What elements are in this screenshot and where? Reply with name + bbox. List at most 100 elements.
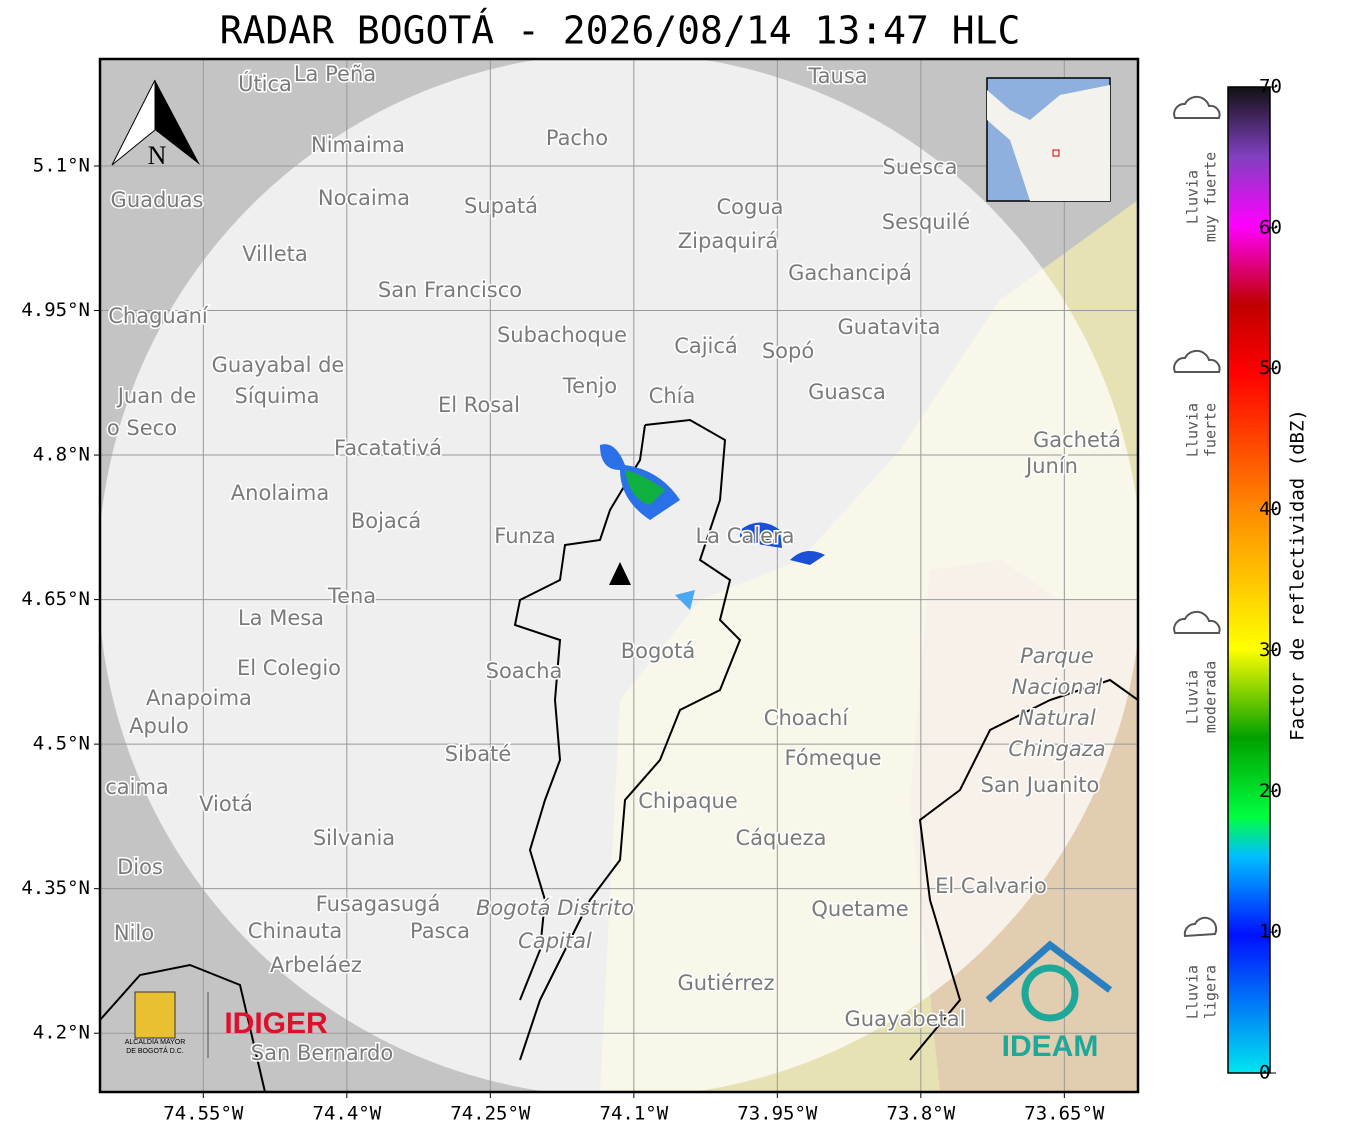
place-label: Zipaquirá: [678, 229, 778, 253]
place-label: Gachetá: [1033, 428, 1121, 452]
place-label: Cogua: [716, 195, 783, 219]
place-label: La Peña: [294, 62, 376, 86]
place-label: Fusagasugá: [316, 892, 441, 916]
place-label: Pasca: [410, 919, 470, 943]
place-label: Fómeque: [784, 746, 881, 770]
y-tick-label: 5.1°N: [33, 154, 90, 176]
ideam-logo: IDEAM: [1002, 1030, 1099, 1063]
alcaldia-shield: [134, 991, 176, 1039]
x-tick-label: 74.25°W: [450, 1103, 531, 1125]
colorbar: [1227, 86, 1271, 1074]
district-label: Bogotá Distrito: [476, 896, 634, 920]
title: RADAR BOGOTÁ - 2026/08/14 13:47 HLC: [220, 9, 1021, 53]
inset-marker: [1052, 149, 1060, 157]
place-label: Choachí: [764, 706, 850, 730]
radar-echo: [675, 590, 695, 610]
boundary: [519, 418, 742, 1061]
place-label: Sopó: [762, 339, 814, 363]
colorbar-tick-label: 50: [1259, 357, 1282, 379]
place-label: Tausa: [807, 64, 867, 88]
place-label: Suesca: [883, 155, 958, 179]
north-label: N: [148, 141, 167, 170]
colorbar-tick-label: 0: [1259, 1062, 1270, 1084]
park-label: Natural: [1018, 706, 1096, 730]
alcaldia-text: ALCALDÍA MAYOR: [125, 1037, 186, 1046]
place-label: Dios: [117, 855, 163, 879]
place-label: Sibaté: [445, 742, 512, 766]
place-label: o Seco: [107, 416, 177, 440]
rain-icon: [1173, 610, 1221, 634]
place-label: Chinauta: [248, 919, 342, 943]
park-label: Chingaza: [1008, 737, 1105, 761]
place-label: Chaguaní: [108, 304, 209, 328]
rain-icon: [1173, 349, 1221, 373]
place-label: La Mesa: [238, 606, 324, 630]
place-label: San Bernardo: [251, 1041, 393, 1065]
colorbar-tick-label: 60: [1259, 216, 1282, 238]
place-label: Guatavita: [838, 315, 941, 339]
rain-icon: [1183, 916, 1218, 938]
place-label: Cáqueza: [736, 826, 827, 850]
radar-echo: [625, 470, 665, 505]
y-tick-label: 4.65°N: [21, 588, 90, 610]
place-label: Supatá: [464, 194, 538, 218]
place-label: Apulo: [129, 714, 189, 738]
place-label: Anolaima: [231, 481, 329, 505]
x-tick-label: 73.95°W: [737, 1103, 818, 1125]
colorbar-tick-label: 40: [1259, 498, 1282, 520]
ideam-swirl: [1021, 964, 1079, 1022]
y-tick-label: 4.8°N: [33, 444, 90, 466]
place-label: Bogotá: [621, 639, 696, 663]
place-label: caima: [105, 775, 169, 799]
ideam-roof: [985, 940, 1113, 1003]
place-label: El Colegio: [237, 656, 341, 680]
place-label: Síquima: [235, 384, 320, 408]
place-label: Villeta: [242, 242, 307, 266]
place-label: El Rosal: [438, 393, 520, 417]
place-label: Arbeláez: [270, 953, 362, 977]
rain-label: ligera: [1202, 965, 1220, 1019]
y-tick-label: 4.5°N: [33, 733, 90, 755]
place-label: Tena: [327, 584, 376, 608]
place-label: Quetame: [811, 897, 908, 921]
colorbar-tick-label: 10: [1259, 921, 1282, 943]
y-tick-label: 4.95°N: [21, 299, 90, 321]
idiger-logo: IDIGER: [224, 1007, 328, 1040]
y-tick-label: 4.35°N: [21, 877, 90, 899]
inset-land: [987, 85, 1110, 201]
place-label: Sesquilé: [882, 210, 970, 234]
district-label: Capital: [518, 929, 592, 953]
place-label: Guasca: [808, 380, 886, 404]
radar-site: [609, 562, 631, 585]
place-label: Nilo: [114, 921, 154, 945]
place-label: La Calera: [695, 524, 794, 548]
colorbar-tick-label: 30: [1259, 639, 1282, 661]
place-label: Guayabal de: [212, 353, 345, 377]
place-label: Subachoque: [497, 323, 627, 347]
place-label: Chipaque: [638, 789, 738, 813]
place-label: El Calvario: [935, 874, 1047, 898]
colorbar-label: Factor de reflectividad (dBZ): [1287, 409, 1309, 741]
rain-label: Lluvia: [1184, 170, 1202, 224]
place-label: Útica: [238, 71, 292, 96]
map-frame: [98, 57, 1140, 1094]
boundary: [100, 678, 1138, 1092]
place-label: Guaduas: [111, 188, 204, 212]
place-label: Tenjo: [562, 374, 617, 398]
y-tick-label: 4.2°N: [33, 1022, 90, 1044]
place-label: Juan de: [116, 384, 197, 408]
place-label: Soacha: [486, 659, 563, 683]
place-label: Junín: [1024, 454, 1078, 478]
boundary: [513, 424, 646, 1001]
place-label: Silvania: [313, 826, 395, 850]
place-label: Gutiérrez: [678, 971, 775, 995]
x-tick-label: 74.55°W: [163, 1103, 244, 1125]
rain-label: Lluvia: [1184, 965, 1202, 1019]
radar-echo: [740, 522, 825, 565]
place-label: Cajicá: [674, 334, 738, 358]
colorbar-tick-label: 20: [1259, 780, 1282, 802]
place-label: Chía: [649, 384, 696, 408]
rain-label: Lluvia: [1184, 670, 1202, 724]
place-label: Facatativá: [334, 436, 442, 460]
